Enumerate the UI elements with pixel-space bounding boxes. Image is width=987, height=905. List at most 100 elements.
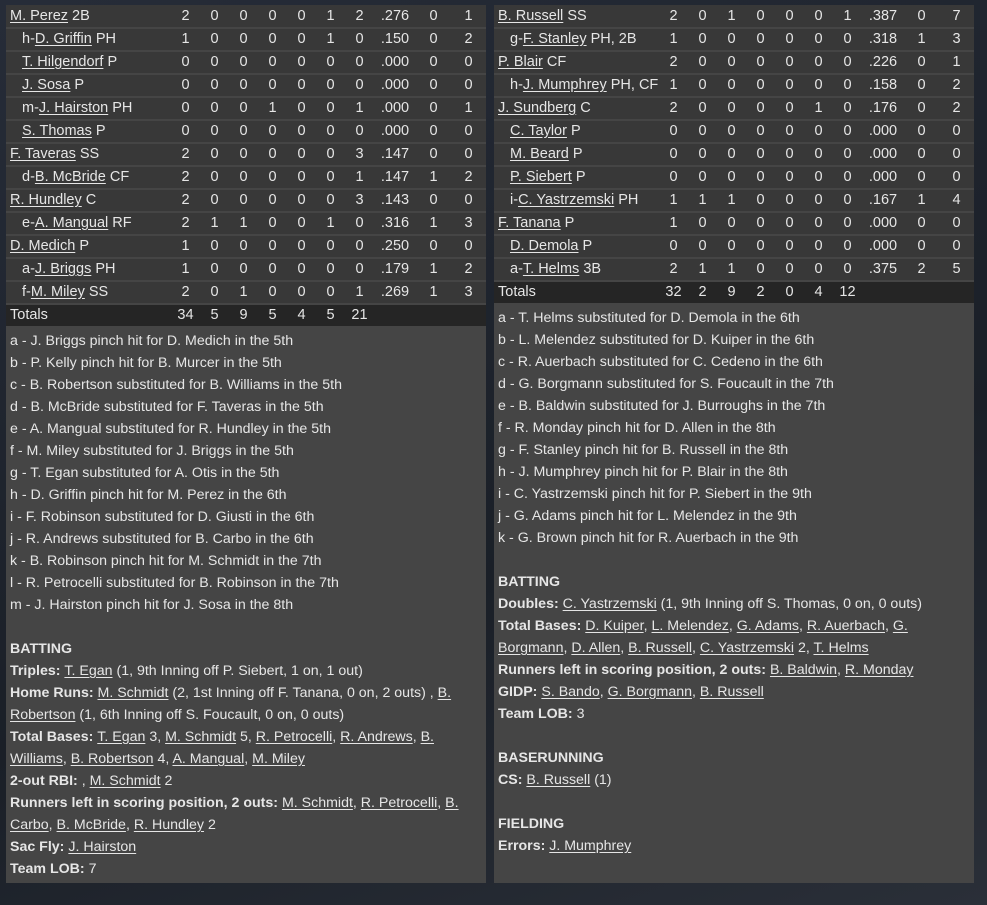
stat-cell: 0 — [316, 120, 345, 144]
stat-cell: .250 — [374, 235, 416, 259]
player-link[interactable]: J. Sundberg — [498, 100, 577, 116]
stat-cell: 0 — [717, 212, 746, 236]
player-link[interactable]: D. Allen — [571, 640, 621, 656]
player-link[interactable]: D. Demola — [510, 238, 579, 254]
player-link[interactable]: A. Mangual — [172, 751, 245, 767]
player-link[interactable]: M. Schmidt — [165, 729, 237, 745]
player-link[interactable]: B. Robertson — [10, 685, 452, 723]
player-link[interactable]: J. Mumphrey — [522, 77, 607, 93]
player-link[interactable]: R. Hundley — [10, 192, 82, 208]
player-link[interactable]: J. Hairston — [38, 100, 109, 116]
player-link[interactable]: M. Schmidt — [89, 773, 161, 789]
player-link[interactable]: R. Hundley — [133, 817, 205, 833]
stat-cell: .000 — [374, 120, 416, 144]
stat-cell: 0 — [746, 74, 775, 98]
stat-line: Errors: J. Mumphrey — [498, 835, 970, 857]
player-link[interactable]: M. Beard — [510, 146, 569, 162]
player-link[interactable]: B. Carbo — [10, 795, 459, 833]
player-link[interactable]: T. Egan — [64, 663, 113, 679]
player-link[interactable]: M. Perez — [10, 7, 69, 24]
substitution-note: k - B. Robinson pinch hit for M. Schmidt… — [10, 553, 322, 569]
sub-prefix: f- — [22, 284, 31, 300]
player-link[interactable]: J. Mumphrey — [549, 838, 632, 854]
player-link[interactable]: J. Briggs — [34, 261, 92, 277]
player-link[interactable]: C. Taylor — [510, 123, 567, 139]
stat-label: Errors: — [498, 838, 550, 854]
player-link[interactable]: T. Hilgendorf — [22, 54, 104, 70]
player-link[interactable]: C. Yastrzemski — [699, 640, 794, 656]
stat-cell: 1 — [229, 281, 258, 305]
stat-text: (2, 1st Inning off F. Tanana, 0 on, 2 ou… — [168, 685, 438, 701]
player-link[interactable]: R. Petrocelli — [360, 795, 438, 811]
stat-cell: 0 — [258, 28, 287, 52]
stat-cell: 0 — [451, 189, 486, 213]
player-link[interactable]: C. Yastrzemski — [562, 596, 657, 612]
player-link[interactable]: R. Auerbach — [806, 618, 885, 634]
position: SS — [79, 146, 100, 162]
player-cell: D. Medich P — [6, 235, 171, 259]
player-link[interactable]: J. Hairston — [68, 839, 137, 855]
player-link[interactable]: D. Medich — [10, 238, 76, 254]
player-link[interactable]: B. Russell — [498, 7, 564, 24]
player-cell: a-T. Helms 3B — [494, 258, 659, 282]
player-link[interactable]: P. Siebert — [510, 169, 572, 185]
stat-cell: 2 — [171, 5, 200, 29]
player-link[interactable]: D. Griffin — [34, 31, 92, 47]
player-link[interactable]: B. Russell — [628, 640, 693, 656]
player-link[interactable]: M. Schmidt — [97, 685, 169, 701]
player-link[interactable]: B. McBride — [56, 817, 126, 833]
player-link[interactable]: F. Tanana — [498, 215, 561, 231]
stat-cell: 0 — [200, 51, 229, 75]
player-link[interactable]: G. Borgmann — [498, 618, 908, 656]
player-row: F. Taveras SS 2 0 0 0 0 0 3.147 0 0 — [6, 143, 486, 167]
stat-cell: 2 — [939, 97, 974, 121]
player-link[interactable]: T. Helms — [522, 261, 580, 277]
player-link[interactable]: M. Schmidt — [281, 795, 353, 811]
player-link[interactable]: D. Kuiper — [585, 618, 644, 634]
player-link[interactable]: A. Mangual — [34, 215, 109, 231]
stat-text: , — [81, 773, 90, 789]
stat-cell: 0 — [717, 166, 746, 190]
stat-cell: .226 — [862, 51, 904, 75]
substitution-note: i - C. Yastrzemski pinch hit for P. Sieb… — [498, 486, 812, 502]
player-link[interactable]: G. Adams — [736, 618, 799, 634]
stat-cell: 0 — [171, 74, 200, 98]
stat-cell: 0 — [833, 235, 862, 259]
player-link[interactable]: M. Miley — [30, 284, 85, 300]
player-link[interactable]: R. Petrocelli — [255, 729, 333, 745]
player-link[interactable]: T. Egan — [97, 729, 146, 745]
player-link[interactable]: G. Borgmann — [607, 684, 693, 700]
player-link[interactable]: L. Melendez — [651, 618, 729, 634]
player-cell: i-C. Yastrzemski PH — [494, 189, 659, 213]
totals-cell — [416, 304, 451, 326]
player-link[interactable]: M. Miley — [252, 751, 305, 767]
player-link[interactable]: B. McBride — [34, 169, 106, 185]
stat-cell: 1 — [833, 5, 862, 29]
player-link[interactable]: J. Sosa — [22, 77, 71, 93]
stat-cell: .387 — [862, 5, 904, 29]
player-link[interactable]: R. Monday — [844, 662, 914, 678]
player-link[interactable]: T. Helms — [813, 640, 869, 656]
player-link[interactable]: B. Williams — [10, 729, 434, 767]
player-link[interactable]: S. Thomas — [22, 123, 92, 139]
player-link[interactable]: F. Stanley — [522, 31, 587, 47]
player-row: f-M. Miley SS 2 0 1 0 0 0 1.269 1 3 — [6, 281, 486, 305]
player-link[interactable]: B. Russell — [699, 684, 764, 700]
stat-cell: 0 — [200, 281, 229, 305]
player-link[interactable]: R. Andrews — [340, 729, 413, 745]
player-link[interactable]: B. Baldwin — [769, 662, 837, 678]
stat-cell: 0 — [688, 28, 717, 52]
stat-line: Sac Fly: J. Hairston — [10, 836, 482, 858]
player-link[interactable]: S. Bando — [541, 684, 600, 700]
position: P — [95, 123, 106, 139]
stat-cell: 3 — [451, 281, 486, 305]
substitution-note: i - F. Robinson substituted for D. Giust… — [10, 509, 315, 525]
player-link[interactable]: P. Blair — [498, 54, 543, 70]
stat-label: Team LOB: — [10, 861, 89, 877]
stat-text: , — [125, 817, 134, 833]
player-link[interactable]: C. Yastrzemski — [518, 192, 615, 208]
player-link[interactable]: B. Robertson — [70, 751, 154, 767]
stat-cell: 0 — [416, 235, 451, 259]
player-link[interactable]: B. Russell — [526, 772, 591, 788]
player-link[interactable]: F. Taveras — [10, 146, 76, 162]
